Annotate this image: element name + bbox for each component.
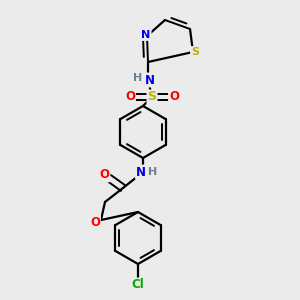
Text: N: N	[141, 30, 151, 40]
Text: O: O	[99, 169, 109, 182]
Text: Cl: Cl	[132, 278, 144, 292]
Text: O: O	[169, 91, 179, 103]
Text: H: H	[134, 73, 142, 83]
Text: N: N	[136, 166, 146, 178]
Text: O: O	[90, 215, 100, 229]
Text: N: N	[145, 74, 155, 86]
Text: H: H	[148, 167, 158, 177]
Text: S: S	[148, 91, 157, 103]
Text: S: S	[191, 47, 199, 57]
Text: O: O	[125, 91, 135, 103]
